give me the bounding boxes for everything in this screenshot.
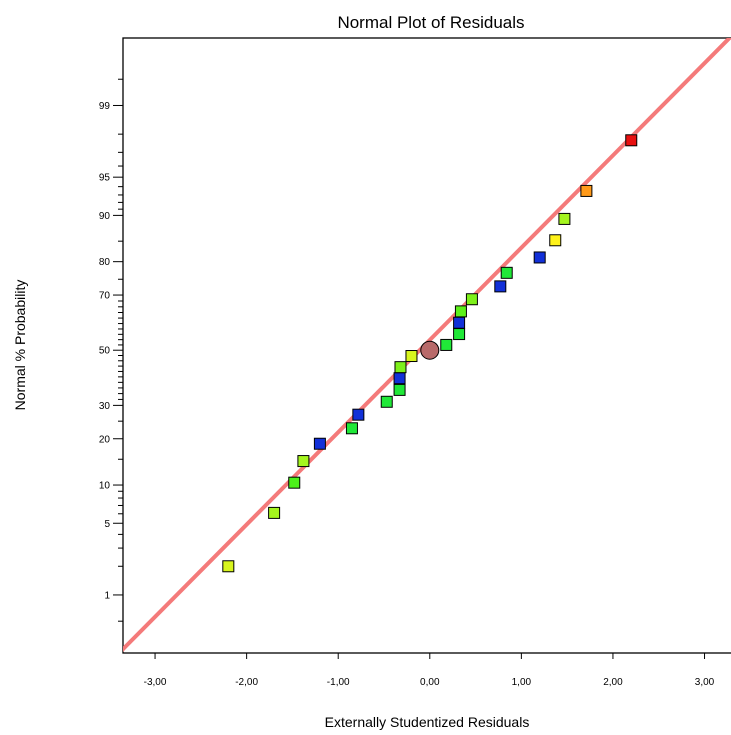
data-point [222, 560, 235, 573]
x-tick-label: -1,00 [327, 677, 350, 688]
data-point [533, 251, 546, 264]
y-axis-label: Normal % Probability [12, 280, 28, 411]
x-tick-label: 1,00 [512, 677, 532, 688]
y-tick-label: 99 [99, 101, 111, 112]
x-tick-label: -3,00 [144, 677, 167, 688]
x-tick-label: 0,00 [420, 677, 440, 688]
data-point [453, 328, 466, 341]
data-point [549, 234, 562, 247]
x-tick-label: 2,00 [603, 677, 623, 688]
y-tick-label: 30 [99, 401, 111, 412]
data-point [558, 212, 571, 225]
data-point [440, 338, 453, 351]
data-point [268, 506, 281, 519]
data-point [625, 134, 638, 147]
x-tick-label: 3,00 [695, 677, 715, 688]
y-tick-label: 70 [99, 291, 111, 302]
data-point [288, 476, 301, 489]
data-point [380, 395, 393, 408]
y-tick-label: 80 [99, 257, 111, 268]
data-point [454, 305, 467, 318]
data-point [393, 372, 406, 385]
x-tick-label: -2,00 [235, 677, 258, 688]
data-point [394, 361, 407, 374]
data-point [313, 437, 326, 450]
data-point [500, 266, 513, 279]
data-point [393, 383, 406, 396]
data-point [345, 422, 358, 435]
data-point [352, 408, 365, 421]
y-tick-label: 50 [99, 346, 111, 357]
marker-layer [222, 134, 638, 573]
y-tick-label: 10 [99, 481, 111, 492]
data-point [465, 293, 478, 306]
y-tick-label: 5 [104, 519, 110, 530]
data-point [297, 455, 310, 468]
x-axis-label: Externally Studentized Residuals [325, 714, 530, 730]
data-point [405, 350, 418, 363]
tick-layer: -3,00 -2,00 -1,00 0,00 1,00 2,00 3,00 1 5 10 20 30 5… [99, 78, 715, 688]
chart-title: Normal Plot of Residuals [337, 13, 524, 32]
y-tick-label: 90 [99, 211, 111, 222]
data-point [453, 316, 466, 329]
y-tick-label: 1 [104, 590, 110, 601]
data-point [580, 184, 593, 197]
y-tick-label: 20 [99, 434, 111, 445]
y-tick-label: 95 [99, 173, 111, 184]
data-point [494, 280, 507, 293]
center-marker [420, 340, 440, 360]
